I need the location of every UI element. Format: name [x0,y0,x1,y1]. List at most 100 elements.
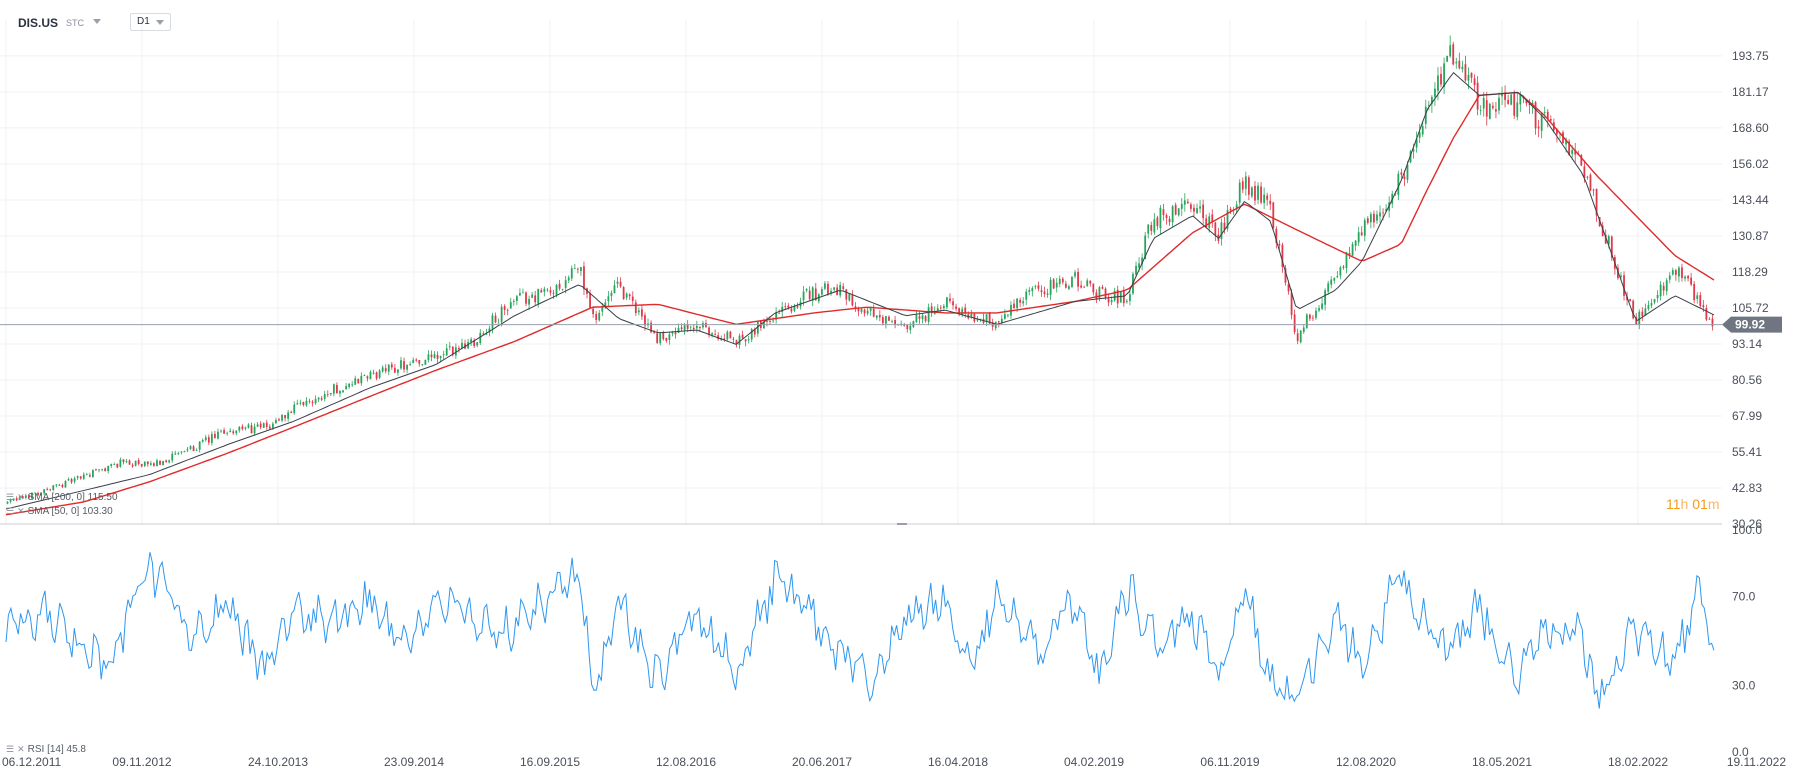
price-tick-label: 30.26 [1732,517,1762,531]
time-axis[interactable]: 06.12.2011 09.11.2012 24.10.2013 23.09.2014… [2,755,1786,769]
candle-body [567,277,570,281]
candle-body [360,375,363,384]
candle-body [1125,301,1128,302]
candle-body [110,464,113,467]
candle-body [1220,222,1223,240]
candle-body [1098,287,1101,299]
candle-body [1007,314,1009,316]
product-type-selector[interactable]: STC [66,18,101,28]
candle-body [1549,119,1552,121]
sma-200-legend[interactable]: ☰ ✕ SMA [200, 0] 115.50 [6,492,118,503]
candle-body [1571,149,1574,155]
candle-body [784,306,787,308]
candle-body [311,401,314,404]
candle-body [137,460,140,465]
candle-body [1095,292,1098,300]
candle-body [1699,295,1702,306]
candle-body [1049,279,1052,295]
candle-body [869,308,872,311]
candle-body [284,414,286,419]
candle-body [845,289,848,300]
candle-body [1519,94,1522,105]
candle-body [1620,275,1622,278]
candle-body [1113,291,1116,301]
candle-body [332,384,335,394]
candle-body [1238,182,1241,203]
candle-body [708,327,710,335]
candle-body [1650,303,1653,306]
candle-body [1104,288,1107,298]
symbol-label[interactable]: DIS.US [18,16,59,30]
candle-body [207,437,210,443]
candle-body [656,333,659,343]
candle-body [979,318,982,320]
candle-body [1162,209,1165,216]
countdown-hours-unit: h [1680,496,1689,512]
candle-body [1144,235,1147,260]
candle-body [61,484,64,487]
menu-icon[interactable]: ☰ [6,744,15,754]
candle-body [1055,282,1058,288]
time-tick-label: 12.08.2016 [656,755,716,769]
candle-body [79,476,82,479]
candle-body [156,460,158,466]
rsi-tick-label: 100.0 [1732,523,1762,537]
candle-body [174,453,177,455]
menu-icon[interactable]: ☰ [6,492,15,502]
candle-body [1110,299,1113,303]
candle-body [1443,63,1445,87]
candle-body [247,424,250,428]
rsi-legend[interactable]: ☰ ✕ RSI [14] 45.8 [6,744,86,755]
candle-body [1031,287,1034,292]
candle-body [686,324,689,329]
price-axis[interactable]: 30.26 42.83 55.41 67.99 80.56 93.14 105.72 118.… [1732,49,1769,531]
candle-body [1678,267,1680,277]
candle-body [418,359,421,364]
candle-body [1424,106,1427,124]
candle-body [1037,285,1040,289]
candle-body [1638,311,1641,325]
candle-body [570,268,573,279]
candle-body [1623,275,1625,296]
candle-body [1119,291,1122,303]
candle-body [894,320,896,325]
candle-body [1601,225,1604,237]
close-icon[interactable]: ✕ [17,506,25,516]
candle-body [1058,278,1061,285]
candle-body [409,364,412,365]
timeframe-selector[interactable]: D1 [130,13,171,31]
price-tick-label: 156.02 [1732,157,1769,171]
last-price-tag: 99.92 [1722,316,1782,333]
candle-body [107,465,110,472]
candle-body [259,423,262,428]
candle-body [1507,99,1510,104]
menu-icon[interactable]: ☰ [6,506,15,516]
candle-body [201,440,204,442]
candle-body [662,332,665,340]
candle-body [1138,263,1140,268]
candle-body [522,292,524,294]
candle-body [226,432,229,434]
candle-body [1278,243,1281,246]
candle-body [778,312,781,314]
candle-body [479,332,482,344]
candle-body [1071,276,1073,288]
sma-50-legend[interactable]: ☰ ✕ SMA [50, 0] 103.30 [6,506,113,517]
candle-body [573,268,576,270]
candle-body [515,296,518,301]
candle-body [1641,311,1644,317]
candle-body [531,294,534,298]
rsi-axis[interactable]: 0.0 30.0 70.0 100.0 [1732,523,1762,759]
candle-body [1687,275,1689,279]
candle-body [1159,207,1162,229]
close-icon[interactable]: ✕ [17,492,25,502]
pane-resize-handle[interactable] [897,523,907,525]
candle-body [1412,149,1415,152]
candle-body [12,498,15,501]
candle-body [1382,212,1384,214]
candle-body [256,424,259,427]
candle-body [1092,283,1095,293]
close-icon[interactable]: ✕ [17,744,25,754]
candle-body [342,390,344,393]
